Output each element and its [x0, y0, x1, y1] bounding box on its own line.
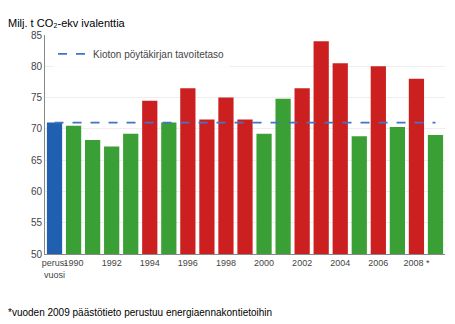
- svg-text:2008 *: 2008 *: [403, 258, 430, 268]
- svg-text:*vuoden 2009 päästötieto perus: *vuoden 2009 päästötieto perustuu energi…: [8, 307, 272, 318]
- svg-text:55: 55: [31, 217, 43, 228]
- svg-text:Kioton pöytäkirjan tavoitetaso: Kioton pöytäkirjan tavoitetaso: [93, 49, 224, 60]
- svg-text:70: 70: [31, 123, 43, 134]
- svg-text:2004: 2004: [330, 258, 350, 268]
- svg-text:1990: 1990: [64, 258, 84, 268]
- svg-text:1992: 1992: [102, 258, 122, 268]
- svg-text:75: 75: [31, 92, 43, 103]
- svg-text:50: 50: [31, 249, 43, 260]
- svg-text:Milj. t CO₂-ekv ivalenttia: Milj. t CO₂-ekv ivalenttia: [8, 17, 126, 29]
- svg-text:2006: 2006: [368, 258, 388, 268]
- svg-text:1996: 1996: [178, 258, 198, 268]
- svg-text:2000: 2000: [254, 258, 274, 268]
- svg-text:60: 60: [31, 186, 43, 197]
- svg-text:1994: 1994: [140, 258, 160, 268]
- svg-text:1998: 1998: [216, 258, 236, 268]
- svg-text:65: 65: [31, 155, 43, 166]
- svg-text:85: 85: [31, 30, 43, 41]
- svg-text:80: 80: [31, 61, 43, 72]
- svg-text:2002: 2002: [292, 258, 312, 268]
- svg-text:perus-vuosi: perus-vuosi: [42, 258, 68, 280]
